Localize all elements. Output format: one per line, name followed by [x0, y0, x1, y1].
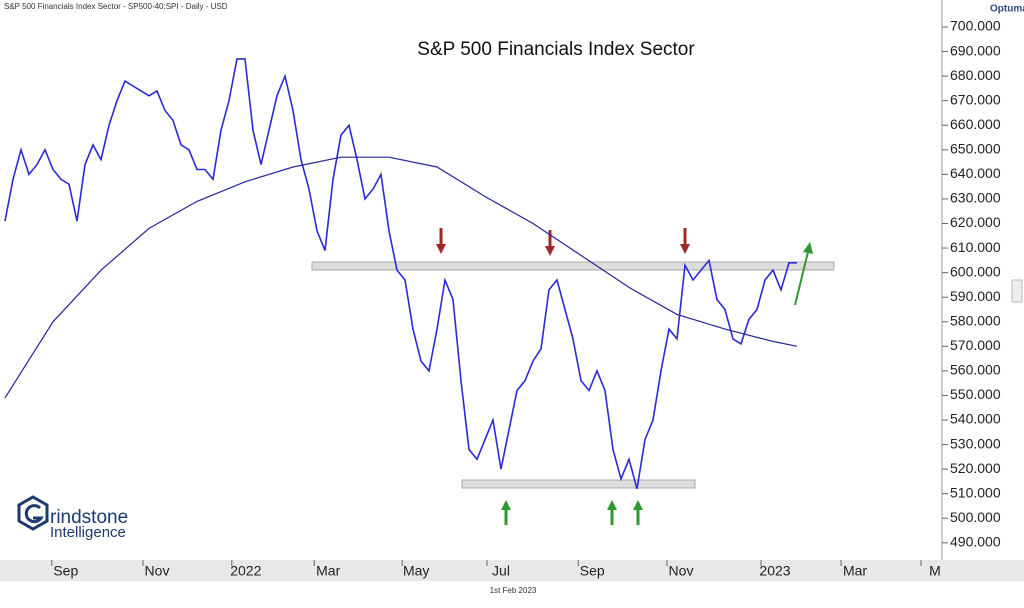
x-tick-label: Sep — [53, 563, 78, 579]
resistance-zone — [311, 261, 835, 271]
y-tick-label: 500.000 — [950, 509, 1001, 525]
x-tick-label: Nov — [669, 563, 694, 579]
green-arrows — [501, 242, 813, 525]
x-tick-label: M — [929, 563, 941, 579]
price-line — [4, 58, 797, 490]
logo-text: Intelligence — [50, 524, 126, 541]
x-tick-label: Jul — [492, 563, 510, 579]
y-tick-label: 600.000 — [950, 263, 1001, 279]
y-tick-label: 490.000 — [950, 534, 1001, 550]
y-tick-label: 510.000 — [950, 484, 1001, 500]
y-tick-label: 590.000 — [950, 288, 1001, 304]
x-tick-label: 2022 — [230, 563, 261, 579]
y-tick-label: 670.000 — [950, 91, 1001, 107]
moving-average — [4, 156, 798, 399]
x-tick-label: 2023 — [759, 563, 790, 579]
y-tick-label: 610.000 — [950, 239, 1001, 255]
y-tick-label: 530.000 — [950, 435, 1001, 451]
chart-title: S&P 500 Financials Index Sector — [417, 39, 695, 60]
y-tick-label: 580.000 — [950, 312, 1001, 328]
annotations — [311, 228, 835, 525]
y-tick-label: 560.000 — [950, 362, 1001, 378]
y-tick-label: 650.000 — [950, 141, 1001, 157]
x-tick-label: Sep — [580, 563, 605, 579]
y-tick-label: 570.000 — [950, 337, 1001, 353]
x-axis-band — [0, 560, 1024, 581]
y-tick-label: 540.000 — [950, 411, 1001, 427]
y-tick-label: 700.000 — [950, 18, 1001, 34]
side-button[interactable] — [1011, 279, 1023, 303]
y-tick-label: 630.000 — [950, 190, 1001, 206]
y-tick-label: 640.000 — [950, 165, 1001, 181]
support-zone — [461, 479, 696, 489]
y-tick-label: 680.000 — [950, 67, 1001, 83]
x-tick-label: Mar — [316, 563, 340, 579]
y-tick-label: 550.000 — [950, 386, 1001, 402]
logo-text: rindstone — [50, 507, 128, 528]
y-tick-label: 520.000 — [950, 460, 1001, 476]
x-tick-label: Mar — [843, 563, 867, 579]
y-tick-label: 620.000 — [950, 214, 1001, 230]
date-label: 1st Feb 2023 — [490, 586, 537, 595]
x-tick-label: Nov — [145, 563, 170, 579]
logo: rindstone Intelligence — [17, 495, 128, 541]
caption: S&P 500 Financials Index Sector - SP500-… — [4, 2, 228, 11]
brand: Optuma — [990, 4, 1024, 15]
red-arrows — [436, 228, 690, 256]
y-tick-label: 660.000 — [950, 116, 1001, 132]
x-tick-label: May — [403, 563, 429, 579]
y-tick-label: 690.000 — [950, 42, 1001, 58]
